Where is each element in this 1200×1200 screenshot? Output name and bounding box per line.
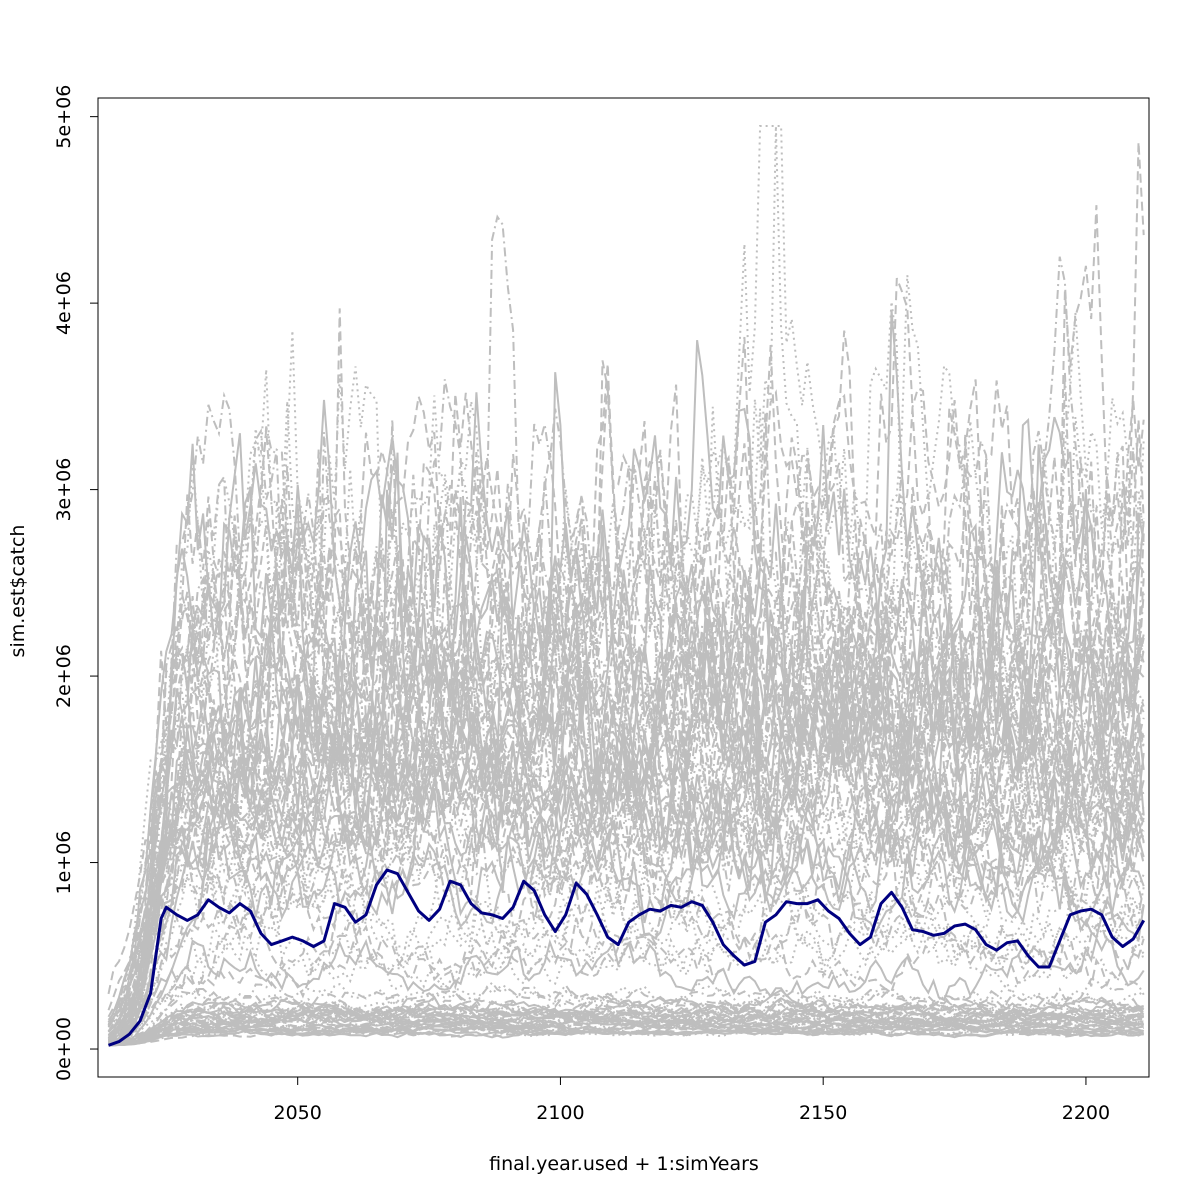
x-tick-label: 2050 <box>274 1102 322 1124</box>
simulation-line <box>108 708 1145 1043</box>
simulation-line <box>108 1012 1144 1045</box>
simulation-line <box>107 452 1145 1041</box>
simulation-line <box>107 432 1145 1039</box>
x-tick-label: 2200 <box>1062 1102 1110 1124</box>
simulation-line <box>108 979 1145 1043</box>
y-tick-label: 1e+06 <box>53 831 75 895</box>
median-catch-line <box>108 868 1146 1047</box>
simulation-line <box>107 274 1145 1028</box>
y-tick-label: 5e+06 <box>53 85 75 149</box>
simulation-line <box>108 638 1145 1043</box>
y-axis-label: sim.est$catch <box>7 525 29 658</box>
simulation-line <box>107 141 1145 1018</box>
simulation-line <box>108 981 1145 1046</box>
simulation-line <box>107 256 1145 1032</box>
simulation-line <box>108 780 1145 1045</box>
simulation-line <box>108 996 1144 1047</box>
simulation-line <box>108 997 1145 1045</box>
simulation-lines-group <box>107 125 1145 1047</box>
simulation-line <box>108 1002 1144 1045</box>
simulation-line <box>107 308 1145 1021</box>
simulation-line <box>108 1016 1144 1046</box>
simulation-line <box>108 125 1145 1044</box>
median-line-group <box>108 868 1146 1047</box>
simulation-line <box>108 1013 1145 1047</box>
simulation-line <box>107 205 1145 995</box>
simulation-line <box>108 1025 1144 1047</box>
simulation-line <box>107 597 1145 1028</box>
simulation-line <box>108 990 1144 1046</box>
simulation-line <box>108 742 1144 1044</box>
simulation-line <box>108 1028 1144 1047</box>
simulation-line <box>108 1016 1144 1046</box>
simulation-line <box>107 371 1145 1042</box>
simulation-line <box>108 902 1145 1043</box>
simulation-line <box>107 339 1145 1040</box>
simulation-line <box>108 666 1145 1044</box>
simulation-line <box>108 926 1145 1042</box>
simulation-line <box>108 807 1145 1045</box>
simulation-line <box>108 427 1145 1042</box>
y-axis: 0e+00 1e+06 2e+06 3e+06 4e+06 5e+06 <box>53 85 99 1081</box>
simulation-line <box>108 991 1144 1044</box>
simulation-line <box>107 561 1145 1025</box>
simulation-line <box>107 433 1145 1042</box>
x-tick-label: 2150 <box>799 1102 847 1124</box>
simulation-line <box>107 277 1145 1039</box>
y-tick-label: 3e+06 <box>53 458 75 522</box>
simulation-line <box>107 504 1145 1041</box>
x-axis: 2050 2100 2150 2200 <box>274 1076 1110 1124</box>
simulation-line <box>107 587 1145 1027</box>
simulation-line <box>108 125 1145 1026</box>
simulation-line <box>108 935 1145 1046</box>
simulation-line <box>108 745 1144 1046</box>
x-axis-label: final.year.used + 1:simYears <box>489 1153 759 1175</box>
simulation-line <box>107 738 1145 1037</box>
simulation-line <box>108 977 1145 1046</box>
simulation-line <box>107 787 1145 1033</box>
simulation-line <box>108 1027 1144 1047</box>
simulation-line <box>108 444 1145 1044</box>
simulation-line <box>108 1005 1144 1047</box>
simulation-line <box>107 372 1145 1036</box>
simulation-line <box>108 868 1145 1046</box>
y-tick-label: 0e+00 <box>53 1017 75 1081</box>
simulation-line <box>108 1002 1144 1047</box>
simulation-line <box>108 1004 1145 1046</box>
y-tick-label: 4e+06 <box>53 271 75 335</box>
simulation-line <box>108 691 1145 1037</box>
y-tick-label: 2e+06 <box>53 644 75 708</box>
x-tick-label: 2100 <box>536 1102 584 1124</box>
